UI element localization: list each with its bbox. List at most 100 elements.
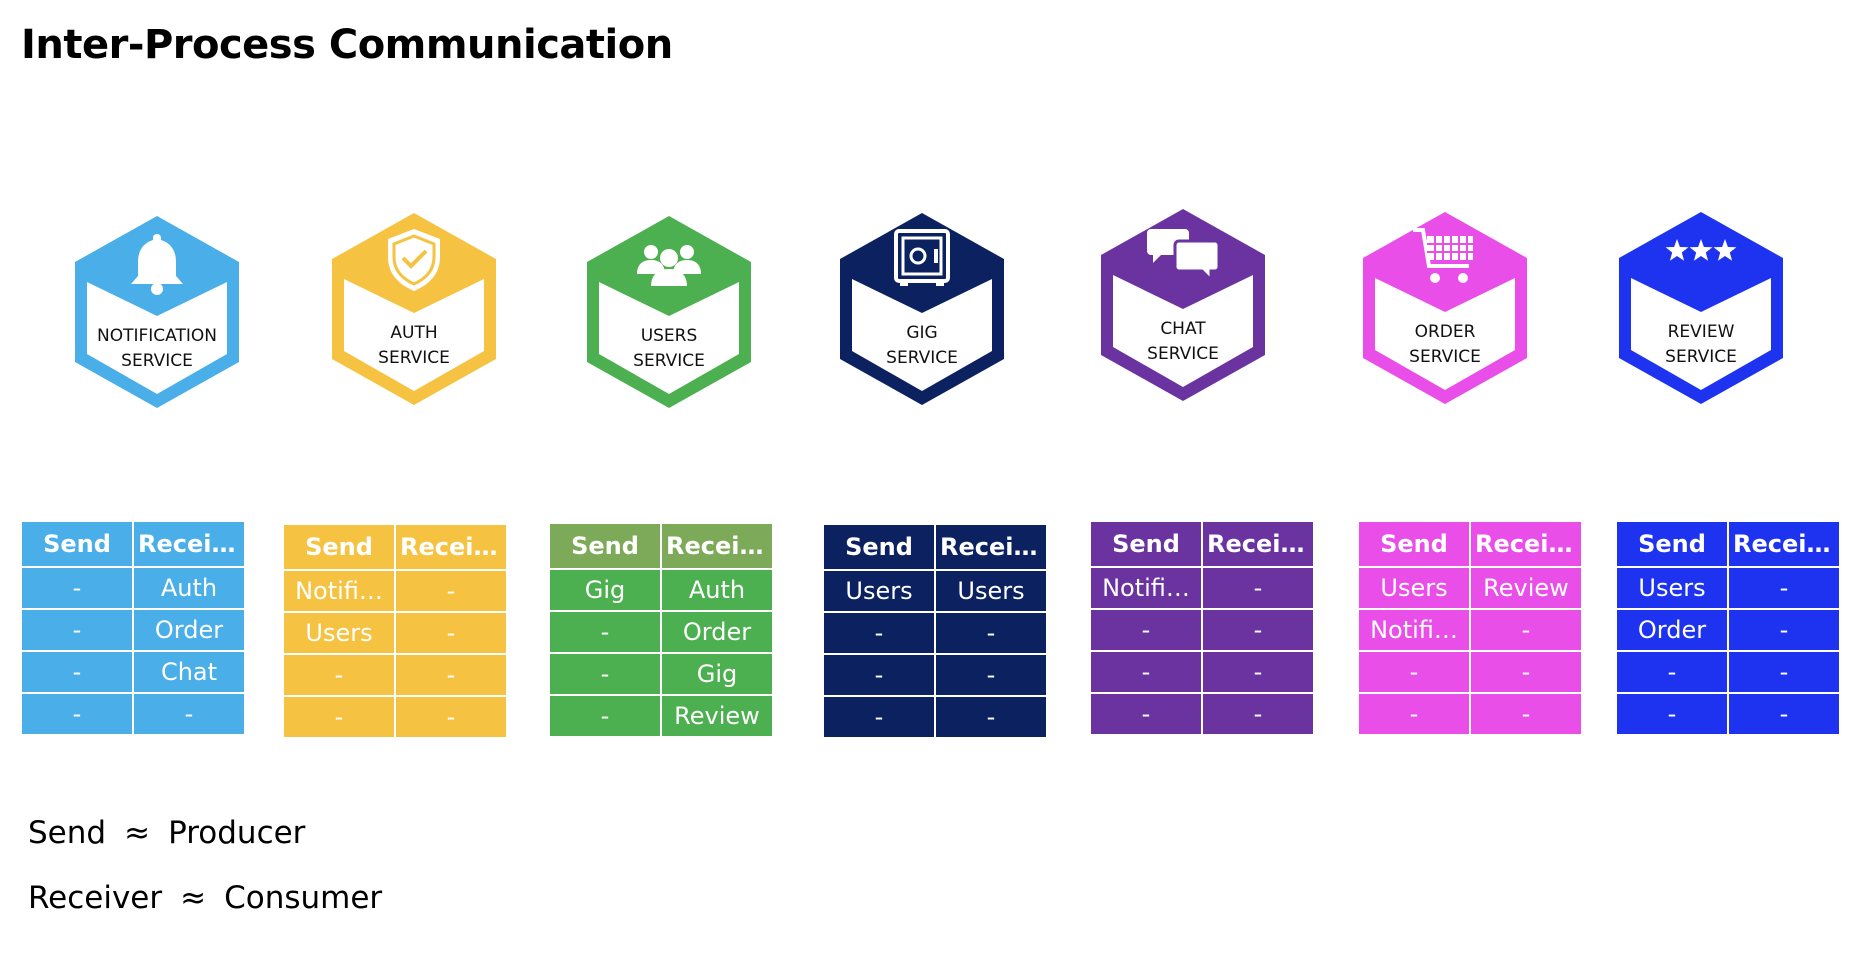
receive-cell: Auth: [134, 568, 244, 608]
legend-receiver: Receiver ≈ Consumer: [28, 880, 400, 916]
service-hexagon-gig: GIG SERVICE: [834, 209, 1010, 409]
receive-cell: -: [936, 655, 1046, 695]
table-header-row: Send Receive: [1091, 522, 1313, 566]
send-cell: Users: [284, 613, 394, 653]
table-row: Notifi… -: [1359, 610, 1581, 650]
send-cell: -: [1359, 652, 1469, 692]
receive-cell: -: [1729, 694, 1839, 734]
send-cell: Notifi…: [1091, 568, 1201, 608]
receive-cell: Review: [662, 696, 772, 736]
receive-cell: -: [396, 571, 506, 611]
users-group-icon: [637, 245, 701, 286]
legend-term: Receiver: [28, 880, 163, 916]
legend-term: Send: [28, 815, 107, 851]
service-suffix: SERVICE: [1665, 347, 1737, 367]
receive-cell: -: [1471, 694, 1581, 734]
table-row: - -: [824, 613, 1046, 653]
receive-header: Receive: [1471, 522, 1581, 566]
receive-cell: Order: [662, 612, 772, 652]
receive-cell: -: [1203, 652, 1313, 692]
table-row: - Order: [22, 610, 244, 650]
send-header: Send: [1091, 522, 1201, 566]
service-label: USERS SERVICE: [581, 324, 757, 374]
receive-header: Receive: [134, 522, 244, 566]
send-cell: Users: [1617, 568, 1727, 608]
service-hexagon-auth: AUTH SERVICE: [326, 209, 502, 409]
table-row: - -: [1091, 610, 1313, 650]
page-title: Inter-Process Communication: [21, 22, 673, 68]
service-label: CHAT SERVICE: [1095, 317, 1271, 367]
approx-symbol: ≈: [180, 880, 207, 916]
send-cell: Users: [1359, 568, 1469, 608]
send-cell: -: [1091, 610, 1201, 650]
table-row: - Auth: [22, 568, 244, 608]
approx-symbol: ≈: [124, 815, 151, 851]
receive-cell: -: [1729, 568, 1839, 608]
receive-cell: -: [396, 697, 506, 737]
service-name: AUTH: [390, 323, 438, 343]
table-row: - Order: [550, 612, 772, 652]
service-suffix: SERVICE: [633, 351, 705, 371]
receive-cell: -: [1203, 694, 1313, 734]
comm-table-order: Send Receive Users Review Notifi… - - - …: [1357, 520, 1583, 736]
send-cell: -: [824, 697, 934, 737]
table-row: - Review: [550, 696, 772, 736]
receive-header: Receive: [1203, 522, 1313, 566]
service-hexagon-order: ORDER SERVICE: [1357, 208, 1533, 408]
receive-cell: -: [1471, 652, 1581, 692]
service-suffix: SERVICE: [886, 348, 958, 368]
receive-cell: Chat: [134, 652, 244, 692]
service-label: GIG SERVICE: [834, 321, 1010, 371]
comm-table-gig: Send Receive Users Users - - - - - -: [822, 523, 1048, 739]
table-row: - -: [1091, 652, 1313, 692]
table-row: - Chat: [22, 652, 244, 692]
receive-header: Receive: [662, 524, 772, 568]
table-header-row: Send Receive: [1617, 522, 1839, 566]
table-header-row: Send Receive: [824, 525, 1046, 569]
receive-cell: -: [936, 697, 1046, 737]
receive-cell: -: [396, 613, 506, 653]
send-cell: -: [22, 610, 132, 650]
service-suffix: SERVICE: [1147, 344, 1219, 364]
service-suffix: SERVICE: [1409, 347, 1481, 367]
receive-cell: Review: [1471, 568, 1581, 608]
service-name: REVIEW: [1667, 322, 1735, 342]
table-row: Users Users: [824, 571, 1046, 611]
service-name: USERS: [640, 326, 698, 346]
three-stars-icon: [1665, 239, 1737, 261]
receive-cell: -: [1729, 652, 1839, 692]
table-row: - -: [824, 697, 1046, 737]
table-row: Users -: [1617, 568, 1839, 608]
table-row: - -: [284, 697, 506, 737]
service-name: ORDER: [1414, 322, 1476, 342]
table-row: Users -: [284, 613, 506, 653]
table-row: Gig Auth: [550, 570, 772, 610]
receive-cell: -: [936, 613, 1046, 653]
table-header-row: Send Receive: [22, 522, 244, 566]
send-cell: Notifi…: [1359, 610, 1469, 650]
table-row: Notifi… -: [284, 571, 506, 611]
service-label: REVIEW SERVICE: [1613, 320, 1789, 370]
receive-cell: -: [396, 655, 506, 695]
receive-header: Receive: [1729, 522, 1839, 566]
receive-header: Receive: [936, 525, 1046, 569]
send-cell: -: [1091, 694, 1201, 734]
receive-cell: -: [1729, 610, 1839, 650]
service-hexagon-review: REVIEW SERVICE: [1613, 208, 1789, 408]
send-header: Send: [284, 525, 394, 569]
shield-check-icon: [388, 229, 440, 291]
send-cell: Notifi…: [284, 571, 394, 611]
send-header: Send: [1617, 522, 1727, 566]
send-cell: -: [22, 694, 132, 734]
legend-meaning: Producer: [168, 815, 306, 851]
receive-cell: Auth: [662, 570, 772, 610]
send-header: Send: [1359, 522, 1469, 566]
service-label: ORDER SERVICE: [1357, 320, 1533, 370]
table-row: Users Review: [1359, 568, 1581, 608]
table-header-row: Send Receive: [1359, 522, 1581, 566]
table-row: Notifi… -: [1091, 568, 1313, 608]
receive-cell: Users: [936, 571, 1046, 611]
send-cell: Gig: [550, 570, 660, 610]
send-cell: -: [550, 696, 660, 736]
comm-table-auth: Send Receive Notifi… - Users - - - - -: [282, 523, 508, 739]
